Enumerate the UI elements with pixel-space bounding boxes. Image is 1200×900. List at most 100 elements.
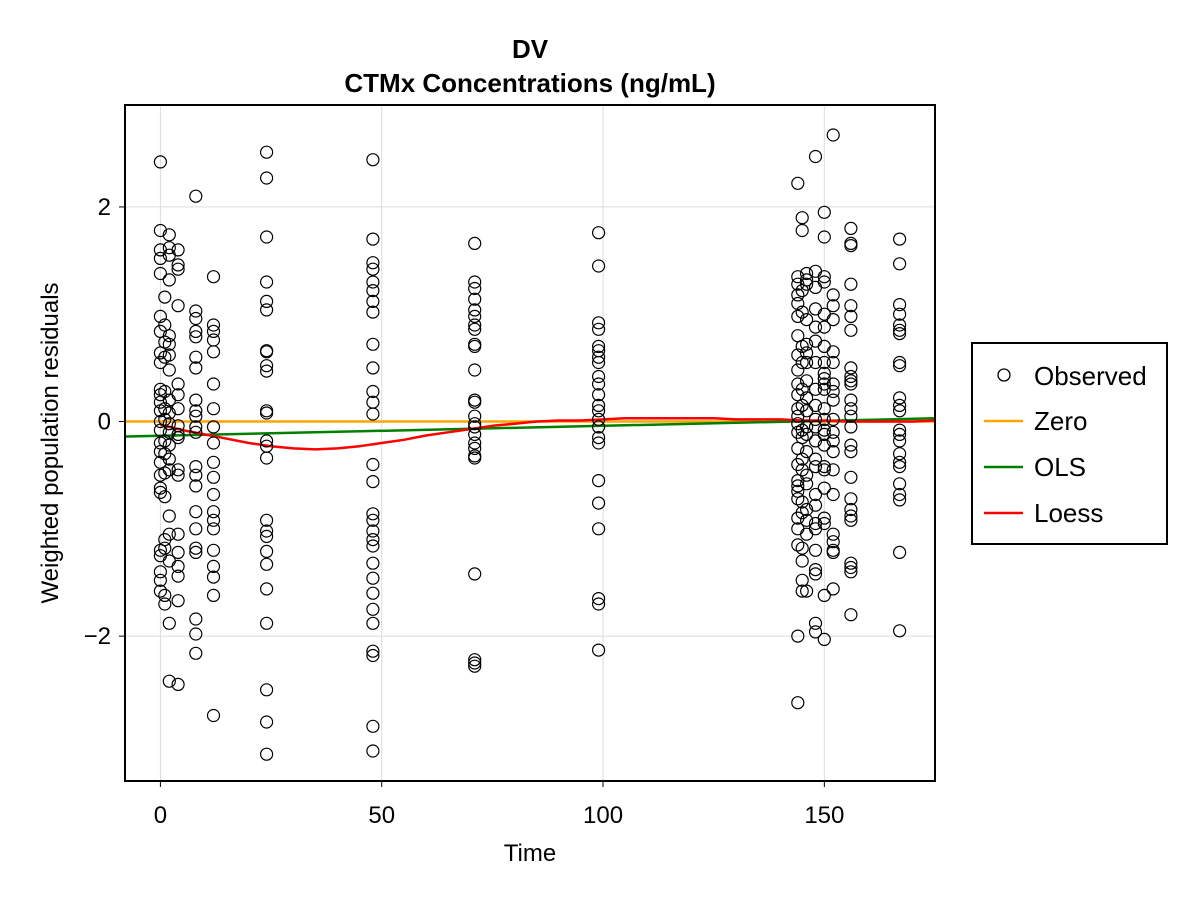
observed-point — [799, 584, 814, 598]
observed-point — [162, 674, 176, 688]
observed-point — [366, 719, 380, 733]
observed-point — [795, 211, 809, 225]
observed-point — [808, 625, 823, 639]
observed-point — [260, 345, 274, 359]
observed-point — [171, 258, 185, 272]
observed-point — [206, 588, 221, 603]
observed-point — [808, 498, 823, 512]
observed-point — [591, 355, 606, 370]
observed-point — [826, 535, 840, 549]
observed-point — [158, 541, 172, 555]
observed-point — [844, 445, 858, 459]
observed-point — [260, 434, 274, 448]
observed-point — [189, 479, 203, 493]
observed-point — [892, 232, 907, 246]
observed-point — [791, 479, 805, 493]
observed-point — [791, 492, 805, 506]
observed-point — [844, 470, 858, 484]
observed-point — [591, 420, 606, 434]
observed-point — [826, 377, 840, 391]
observed-point — [844, 393, 858, 407]
observed-point — [468, 427, 482, 441]
observed-point — [171, 677, 185, 692]
observed-point — [799, 337, 814, 351]
observed-point — [791, 402, 805, 416]
observed-point — [260, 683, 274, 697]
observed-point — [162, 452, 176, 466]
observed-point — [826, 384, 840, 399]
observed-point — [826, 463, 840, 477]
observed-point — [189, 304, 203, 318]
observed-point — [795, 495, 809, 509]
observed-point — [817, 588, 831, 603]
observed-point — [162, 616, 176, 630]
observed-point — [826, 313, 840, 327]
observed-point — [808, 460, 823, 474]
observed-point — [817, 632, 831, 647]
observed-point — [260, 364, 274, 378]
observed-point — [366, 616, 380, 630]
plot-frame — [124, 104, 936, 782]
observed-point — [366, 602, 380, 616]
observed-point — [171, 594, 185, 608]
observed-point — [892, 455, 907, 469]
observed-point — [799, 273, 814, 287]
observed-point — [366, 571, 380, 585]
observed-point — [366, 337, 380, 351]
observed-point — [468, 441, 482, 455]
observed-point — [844, 565, 858, 579]
observed-point — [468, 659, 482, 673]
observed-point — [844, 299, 858, 313]
observed-point — [162, 438, 176, 452]
x-tick-label: 100 — [583, 802, 623, 829]
observed-point — [892, 318, 907, 332]
observed-point — [366, 384, 380, 399]
observed-point — [844, 374, 858, 388]
observed-point — [206, 436, 221, 450]
observed-point — [206, 522, 221, 536]
observed-point — [171, 559, 185, 574]
legend-loess-label: Loess — [1034, 498, 1103, 528]
observed-point — [791, 176, 805, 190]
observed-point — [189, 468, 203, 482]
observed-point — [206, 345, 221, 359]
observed-point — [844, 323, 858, 337]
observed-point — [153, 481, 167, 495]
observed-point — [808, 355, 823, 370]
observed-point — [826, 393, 840, 407]
observed-point — [468, 322, 482, 336]
observed-point — [844, 369, 858, 384]
observed-point — [591, 404, 606, 418]
observed-point — [817, 275, 831, 289]
observed-point — [260, 616, 274, 630]
observed-point — [892, 460, 907, 474]
observed-point — [468, 275, 482, 289]
observed-point — [826, 527, 840, 541]
observed-point — [591, 322, 606, 336]
observed-point — [158, 402, 172, 416]
observed-point — [206, 543, 221, 557]
observed-point — [892, 487, 907, 502]
observed-point — [468, 339, 482, 353]
y-axis-ticks: −2 0 2 — [84, 194, 125, 650]
observed-point — [808, 487, 823, 502]
observed-point — [206, 318, 221, 332]
observed-point — [791, 309, 805, 323]
observed-point — [817, 320, 831, 334]
observed-point — [808, 567, 823, 581]
observed-point — [844, 277, 858, 291]
observed-point — [189, 324, 203, 338]
observed-point — [799, 502, 814, 517]
observed-point — [260, 230, 274, 244]
observed-point — [366, 586, 380, 600]
observed-point — [817, 205, 831, 219]
observed-point — [468, 409, 482, 423]
observed-point — [162, 337, 176, 351]
observed-point — [366, 513, 380, 527]
observed-point — [817, 412, 831, 426]
observed-point — [591, 388, 606, 402]
observed-point — [162, 417, 176, 431]
observed-point — [817, 270, 831, 284]
observed-point — [892, 298, 907, 312]
